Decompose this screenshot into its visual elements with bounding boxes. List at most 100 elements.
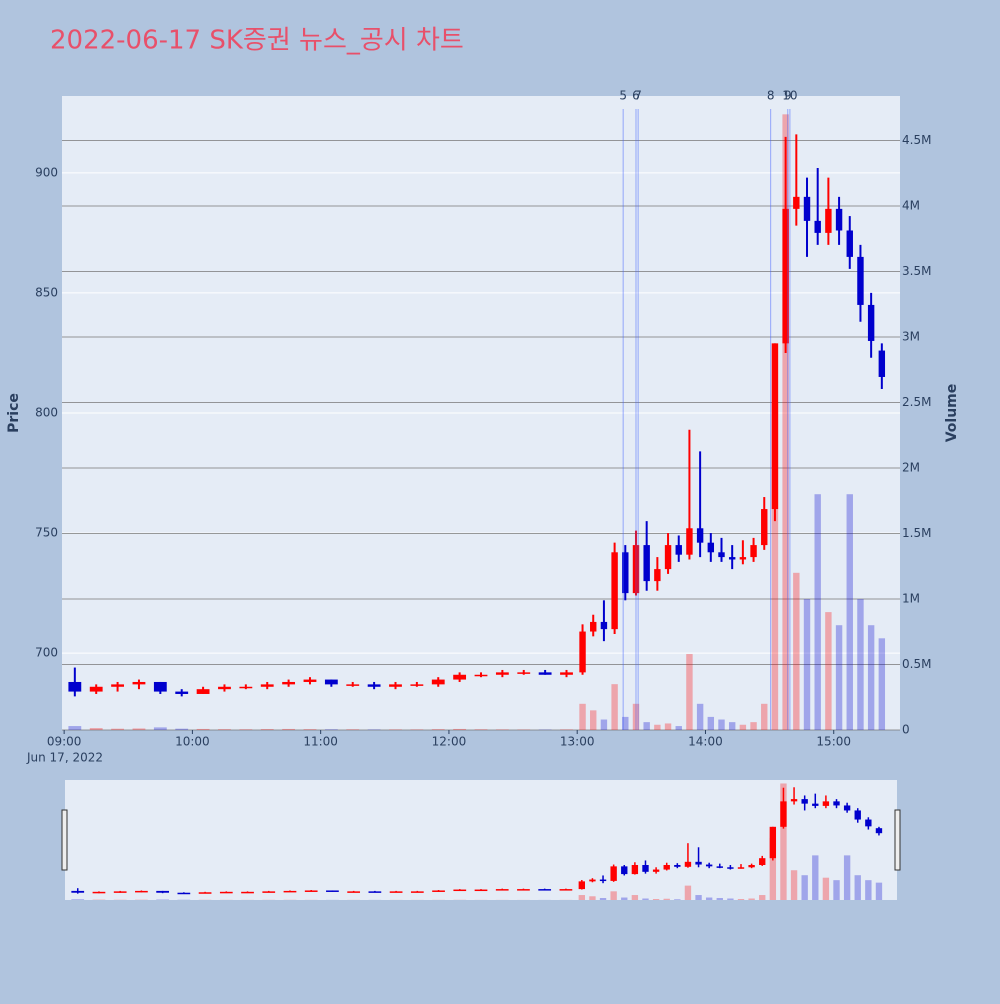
volume-bar — [579, 704, 585, 730]
candle-body — [823, 801, 829, 806]
candle-body — [868, 305, 874, 341]
volume-bar — [825, 612, 831, 730]
candle-body — [865, 820, 871, 827]
candle-body — [114, 891, 127, 893]
candle-body — [347, 891, 360, 893]
news-label: 8 — [767, 89, 775, 103]
volume-bar — [801, 875, 807, 900]
candle-body — [695, 862, 701, 865]
volume-bar — [729, 722, 735, 730]
candle-body — [475, 675, 488, 677]
volume-bar — [589, 896, 595, 900]
volume-bar — [761, 704, 767, 730]
volume-bar — [791, 870, 797, 900]
candle-body — [154, 682, 167, 692]
candle-body — [538, 889, 551, 891]
candle-body — [653, 870, 659, 872]
y2-tick-label: 2.5M — [902, 395, 931, 409]
candle-body — [748, 865, 754, 867]
y-tick-label: 800 — [35, 406, 58, 420]
volume-bar — [717, 898, 723, 900]
candle-body — [706, 865, 712, 867]
volume-bar — [879, 638, 885, 730]
candle-body — [175, 692, 188, 694]
candle-body — [727, 867, 733, 869]
y-tick-label: 900 — [35, 165, 58, 179]
volume-bar — [621, 898, 627, 900]
y-tick-label: 700 — [35, 646, 58, 660]
y2-tick-label: 1.5M — [902, 526, 931, 540]
volume-bar — [695, 895, 701, 900]
candle-body — [697, 528, 703, 542]
volume-bar — [868, 625, 874, 730]
candle-body — [432, 890, 445, 892]
candle-body — [879, 351, 885, 377]
candle-body — [218, 687, 231, 689]
volume-bar — [611, 684, 617, 730]
candle-body — [844, 805, 850, 810]
candle-body — [685, 862, 691, 867]
candle-body — [759, 858, 765, 865]
volume-bar — [865, 880, 871, 900]
x-tick-label: 15:00 — [816, 735, 851, 749]
volume-bar — [727, 899, 733, 900]
volume-bar — [368, 729, 381, 730]
candle-body — [600, 880, 606, 882]
y-tick-label: 750 — [35, 526, 58, 540]
volume-bar — [665, 723, 671, 730]
volume-bar — [453, 729, 466, 730]
candle-body — [643, 545, 649, 581]
candle-body — [836, 209, 842, 231]
x-tick-label: 14:00 — [688, 735, 723, 749]
candle-body — [410, 684, 423, 686]
y2-axis-title: Volume — [944, 384, 960, 443]
volume-bar — [261, 729, 274, 730]
candle-body — [610, 866, 616, 881]
volume-bar — [579, 895, 585, 900]
volume-bar — [71, 899, 84, 900]
candle-body — [611, 552, 617, 629]
volume-bar — [759, 895, 765, 900]
candle-body — [517, 889, 530, 891]
x-tick-label: 09:00 — [47, 735, 82, 749]
volume-bar — [706, 898, 712, 900]
volume-bar — [836, 625, 842, 730]
volume-bar — [676, 726, 682, 730]
candle-body — [197, 689, 210, 694]
volume-bar — [653, 899, 659, 900]
slider-handle-left[interactable] — [62, 810, 67, 870]
candle-body — [432, 680, 445, 685]
news-label: 7 — [634, 89, 642, 103]
candle-body — [156, 891, 169, 893]
news-label: 10 — [782, 89, 797, 103]
volume-bar — [686, 654, 692, 730]
volume-bar — [475, 729, 488, 730]
volume-bar — [197, 729, 210, 730]
candle-body — [560, 889, 573, 891]
candle-body — [304, 680, 317, 682]
candle-body — [475, 890, 488, 892]
slider-handle-right[interactable] — [895, 810, 900, 870]
x-date-label: Jun 17, 2022 — [26, 751, 103, 765]
candle-body — [801, 799, 807, 804]
candle-body — [847, 230, 853, 256]
volume-bar — [685, 886, 691, 900]
candle-body — [718, 552, 724, 557]
volume-bar — [855, 875, 861, 900]
candle-body — [284, 891, 297, 893]
candle-body — [772, 343, 778, 509]
volume-bar — [664, 899, 670, 900]
candle-body — [133, 682, 146, 684]
candle-body — [654, 569, 660, 581]
volume-bar — [410, 729, 423, 730]
candle-body — [239, 687, 252, 689]
candle-body — [71, 891, 84, 893]
volume-bar — [814, 494, 820, 730]
volume-bar — [748, 899, 754, 900]
candle-body — [177, 893, 190, 895]
candle-body — [676, 545, 682, 555]
candle-body — [282, 682, 295, 684]
candle-body — [855, 810, 861, 819]
candle-body — [579, 632, 585, 673]
